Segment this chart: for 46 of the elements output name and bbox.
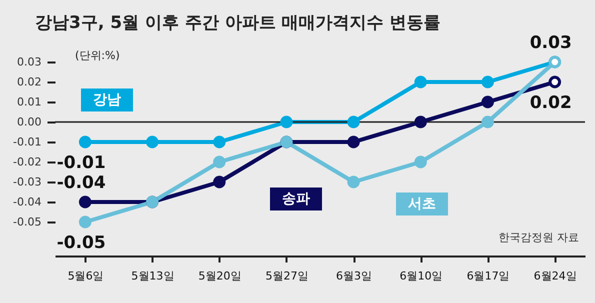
data-label: 0.03: [530, 33, 572, 53]
point: [414, 156, 427, 168]
y-tick-label: -0.02: [13, 156, 42, 168]
text: (단위:%): [75, 49, 120, 62]
y-tick-label: -0.05: [13, 216, 42, 228]
point: [78, 136, 92, 148]
point: [213, 176, 226, 188]
x-tick-label: 5월27일: [265, 270, 308, 282]
point: [414, 116, 427, 128]
data-label: -0.04: [56, 173, 106, 193]
y-tick-label: -0.03: [13, 176, 42, 188]
point: [347, 136, 360, 148]
point: [347, 116, 360, 128]
point: [213, 156, 226, 168]
point: [548, 76, 562, 88]
y-tick-label: 0.01: [17, 96, 42, 108]
data-label: -0.01: [56, 153, 106, 173]
data-label: -0.05: [56, 233, 106, 253]
data-label: 0.02: [530, 93, 572, 113]
point: [481, 116, 494, 128]
x-tick-label: 6월10일: [400, 270, 443, 282]
chart-title: 강남3구, 5월 이후 주간 아파트 매매가격지수 변동률: [35, 13, 441, 33]
x-tick-label: 6월3일: [336, 270, 372, 282]
x-tick-label: 6월17일: [466, 270, 510, 282]
text: 강남: [93, 92, 121, 108]
point: [78, 216, 92, 228]
point: [347, 176, 360, 188]
annotation: 한국감정원 자료: [498, 231, 579, 244]
y-tick-label: -0.04: [13, 196, 42, 208]
x-tick-label: 5월20일: [198, 270, 242, 282]
x-tick-label: 6월24일: [534, 270, 577, 282]
point: [481, 96, 494, 108]
point: [414, 76, 427, 88]
point: [481, 76, 494, 88]
y-tick-label: 0.00: [17, 116, 42, 128]
point: [280, 116, 293, 128]
point: [213, 136, 226, 148]
y-tick-label: 0.02: [17, 76, 42, 88]
x-tick-label: 5월13일: [131, 270, 174, 282]
text: 송파: [282, 191, 310, 207]
point: [146, 136, 159, 148]
text: 서초: [408, 196, 436, 212]
point: [78, 196, 92, 208]
y-tick-label: -0.01: [13, 136, 42, 148]
x-tick-label: 5월6일: [68, 270, 104, 282]
y-tick-label: 0.03: [17, 56, 42, 68]
